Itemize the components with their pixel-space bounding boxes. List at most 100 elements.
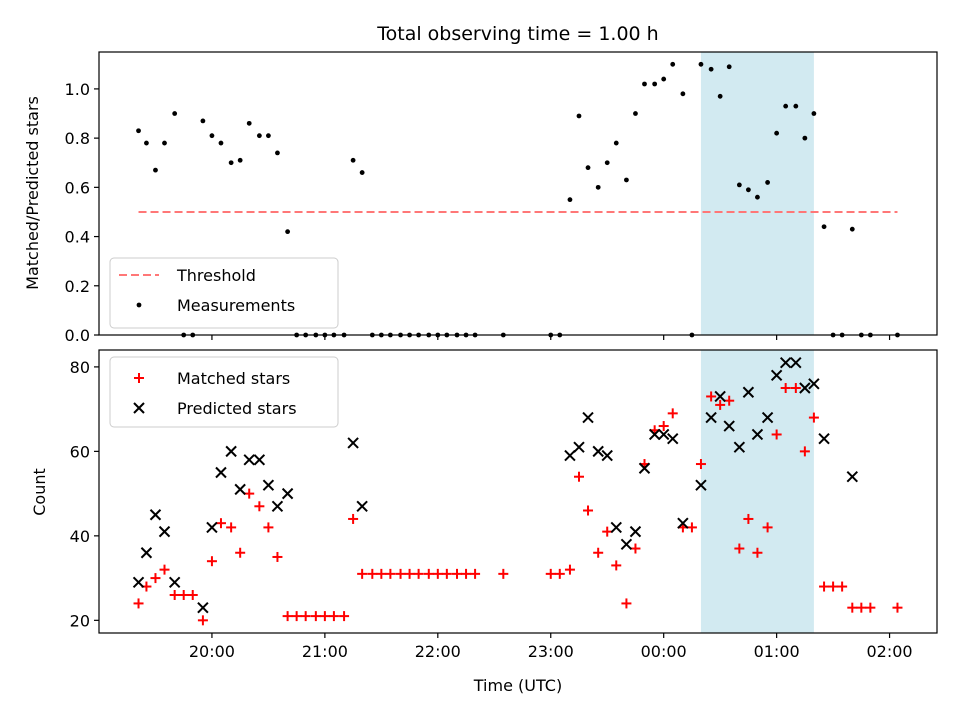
predicted-star-marker — [573, 441, 585, 453]
x-tick-label: 23:00 — [528, 642, 574, 661]
matched-star-marker — [395, 568, 406, 579]
bottom-y-tick-label: 80 — [70, 358, 90, 377]
predicted-star-marker — [234, 483, 246, 496]
measurement-point — [633, 111, 638, 116]
measurement-point — [162, 140, 167, 146]
matched-star-marker — [771, 429, 782, 440]
predicted-star-marker — [262, 479, 275, 491]
top-plot-frame — [98, 51, 938, 336]
matched-star-marker — [328, 611, 339, 622]
measurement-point — [144, 140, 149, 146]
matched-star-marker — [461, 568, 472, 579]
top-y-axis-label: Matched/Predicted stars — [23, 96, 42, 290]
matched-star-marker — [630, 543, 641, 554]
predicted-star-marker — [253, 454, 266, 466]
bottom-y-tick-label: 20 — [70, 611, 90, 630]
matched-star-marker — [658, 421, 669, 432]
matched-star-marker — [197, 615, 208, 626]
matched-star-marker — [150, 573, 161, 584]
matched-star-marker — [593, 547, 604, 558]
matched-star-marker — [319, 611, 330, 622]
bottom-y-tick-label: 40 — [70, 527, 90, 546]
measurement-point — [755, 194, 760, 200]
predicted-star-marker — [695, 479, 707, 491]
bottom-legend-box — [109, 356, 339, 428]
measurement-point — [802, 135, 808, 141]
matched-star-marker — [452, 568, 463, 579]
matched-star-marker — [357, 568, 368, 579]
top-x-ticks — [211, 335, 891, 340]
measurement-point — [745, 187, 751, 193]
matched-star-marker — [470, 568, 481, 579]
measurement-point — [613, 140, 619, 146]
matched-star-marker — [169, 589, 180, 600]
matched-star-marker — [602, 526, 613, 537]
x-tick-label: 20:00 — [189, 642, 235, 661]
measurement-point — [285, 229, 291, 235]
predicted-star-marker — [592, 445, 604, 458]
matched-star-marker — [432, 568, 443, 579]
top-y-tick-label: 0.8 — [65, 129, 90, 148]
measurement-point — [585, 165, 591, 171]
measurement-point — [661, 76, 667, 82]
predicted-star-marker — [808, 378, 820, 390]
matched-star-marker — [762, 522, 773, 533]
matched-star-marker — [291, 611, 302, 622]
predicted-star-marker — [677, 517, 689, 529]
bottom-x-axis: 20:00 21:00 22:00 23:00 00:00 01:00 02:00 — [189, 633, 913, 661]
predicted-star-marker — [347, 437, 359, 449]
measurement-point — [209, 133, 215, 139]
matched-star-marker — [706, 391, 717, 402]
highlight-span-bottom — [700, 350, 814, 633]
measurement-point — [811, 111, 817, 116]
predicted-star-marker — [149, 509, 162, 521]
top-y-tick-label: 0.0 — [65, 326, 90, 345]
matched-stars-markers — [133, 383, 903, 626]
top-y-tick-label: 0.2 — [65, 277, 90, 296]
predicted-star-marker — [610, 521, 622, 534]
predicted-stars-markers — [132, 356, 859, 614]
matched-star-marker — [752, 547, 763, 558]
x-tick-label: 21:00 — [302, 642, 348, 661]
predicted-star-marker — [761, 411, 774, 424]
matched-star-marker — [724, 395, 735, 406]
measurement-point — [670, 61, 676, 67]
matched-star-marker — [385, 568, 396, 579]
legend-matched-swatch — [134, 373, 144, 383]
matched-star-marker — [133, 598, 144, 609]
predicted-star-marker — [714, 390, 726, 403]
measurement-point — [246, 120, 252, 126]
predicted-star-marker — [723, 420, 735, 432]
matched-star-marker — [178, 589, 189, 600]
matched-star-marker — [272, 551, 283, 562]
measurement-point — [604, 160, 610, 166]
predicted-star-marker — [356, 500, 368, 512]
measurement-point — [595, 184, 601, 190]
predicted-star-marker — [168, 576, 181, 589]
predicted-star-marker — [158, 525, 171, 538]
top-y-tick-label: 0.6 — [65, 178, 90, 197]
measurement-point — [576, 113, 582, 119]
predicted-star-marker — [582, 411, 594, 424]
matched-star-marker — [621, 598, 632, 609]
predicted-star-marker — [132, 576, 145, 589]
predicted-star-marker — [667, 432, 679, 445]
legend-predicted-label: Predicted stars — [177, 399, 297, 418]
matched-star-marker — [254, 501, 265, 512]
top-y-tick-label: 0.4 — [65, 228, 90, 247]
predicted-star-marker — [790, 356, 802, 369]
measurement-point — [153, 167, 158, 173]
measurement-point — [350, 157, 356, 163]
bottom-y-axis-label: Count — [30, 468, 49, 516]
measurement-point — [680, 91, 686, 97]
matched-star-marker — [790, 383, 801, 394]
highlight-span-top — [700, 52, 814, 335]
x-tick-label: 01:00 — [754, 642, 800, 661]
predicted-star-marker — [271, 500, 284, 512]
measurement-point — [172, 111, 178, 116]
matched-star-marker — [865, 602, 876, 613]
predicted-star-marker — [140, 547, 153, 559]
predicted-star-marker — [818, 432, 830, 445]
measurement-point — [624, 177, 629, 183]
measurement-point — [256, 133, 262, 139]
